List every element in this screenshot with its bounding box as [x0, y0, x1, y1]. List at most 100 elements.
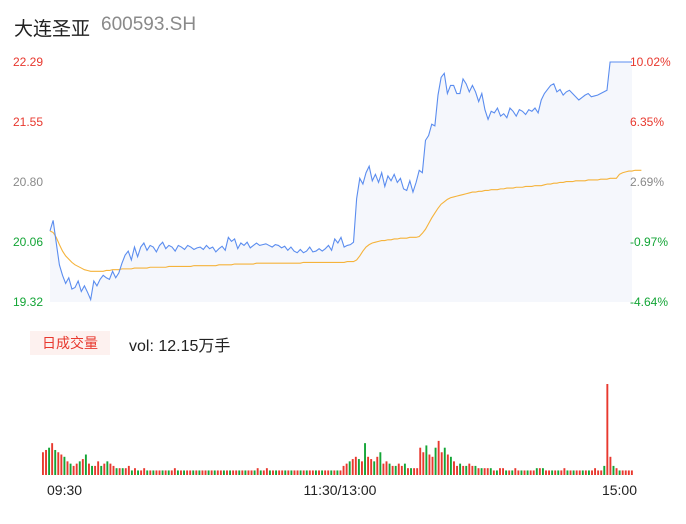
- volume-bar: [514, 468, 517, 476]
- volume-bar: [127, 465, 130, 475]
- volume-bar: [284, 470, 287, 475]
- volume-bar: [446, 454, 449, 475]
- volume-bar: [66, 461, 69, 475]
- volume-bar: [342, 465, 345, 475]
- volume-bar: [382, 463, 385, 476]
- volume-bar: [88, 463, 90, 476]
- volume-bar: [508, 470, 511, 475]
- volume-bar: [146, 470, 149, 475]
- volume-bar: [48, 447, 51, 475]
- volume-bar: [152, 470, 155, 475]
- volume-bar: [183, 470, 185, 475]
- volume-bar: [557, 470, 560, 475]
- volume-bar: [336, 470, 339, 475]
- volume-bar: [170, 470, 173, 475]
- volume-bar: [272, 470, 274, 475]
- volume-bar: [327, 470, 330, 475]
- volume-bar: [173, 468, 176, 476]
- daily-volume-tab[interactable]: 日成交量: [30, 331, 110, 355]
- percent-tick-label: 10.02%: [630, 55, 671, 69]
- volume-bar: [149, 470, 152, 475]
- volume-bar: [57, 452, 60, 475]
- volume-bar: [370, 459, 373, 475]
- volume-bar: [293, 470, 296, 475]
- volume-bar: [121, 468, 124, 476]
- volume-bar: [348, 461, 351, 475]
- volume-bar: [428, 454, 431, 475]
- volume-bar: [290, 470, 293, 475]
- volume-bar: [241, 470, 244, 475]
- volume-bar: [587, 470, 590, 475]
- volume-bar: [262, 470, 265, 475]
- volume-bar: [422, 452, 425, 475]
- volume-bar: [630, 470, 633, 475]
- volume-bar: [357, 459, 360, 475]
- volume-bar: [265, 468, 268, 476]
- volume-bar: [189, 470, 192, 475]
- volume-bar: [63, 456, 66, 475]
- volume-bar: [407, 468, 409, 476]
- price-tick-label: 20.06: [13, 235, 43, 249]
- volume-bar: [624, 470, 627, 475]
- volume-bar: [91, 465, 93, 475]
- volume-bar: [216, 470, 219, 475]
- price-tick-label: 22.29: [13, 55, 43, 69]
- volume-readout: vol: 12.15万手: [129, 332, 230, 356]
- volume-bar: [155, 470, 158, 475]
- volume-bar: [54, 449, 57, 476]
- percent-tick-label: -4.64%: [630, 295, 668, 309]
- volume-bar: [548, 470, 551, 475]
- volume-bar: [569, 470, 572, 475]
- volume-bar: [483, 468, 486, 476]
- volume-bar: [213, 470, 216, 475]
- volume-bar: [535, 468, 538, 476]
- volume-bar: [106, 461, 109, 475]
- volume-bar: [287, 470, 290, 475]
- volume-bar: [250, 470, 253, 475]
- time-tick-label: 11:30/13:00: [304, 482, 377, 498]
- volume-bar: [45, 449, 47, 476]
- volume-bar: [413, 468, 416, 476]
- volume-bar: [308, 470, 311, 475]
- volume-bar: [247, 470, 250, 475]
- volume-bar: [453, 461, 455, 475]
- volume-bar: [130, 470, 133, 475]
- volume-bar: [305, 470, 308, 475]
- volume-bar: [75, 463, 78, 476]
- volume-bar: [618, 470, 621, 475]
- price-panel: [49, 61, 642, 302]
- volume-bar: [385, 461, 388, 475]
- volume-bar: [109, 463, 112, 476]
- volume-bar: [594, 468, 597, 476]
- volume-bar: [477, 468, 480, 476]
- volume-bar: [554, 470, 557, 475]
- volume-bar: [600, 470, 603, 475]
- volume-bar: [278, 470, 281, 475]
- volume-bar: [606, 384, 609, 475]
- volume-bar: [198, 470, 201, 475]
- volume-bar: [425, 445, 428, 475]
- volume-bar: [318, 470, 320, 475]
- volume-bar: [78, 461, 81, 475]
- volume-bar: [256, 468, 259, 476]
- volume-bar: [502, 468, 504, 476]
- volume-bar: [339, 470, 342, 475]
- volume-bar: [416, 468, 419, 476]
- volume-bar: [397, 463, 400, 476]
- volume-bar: [545, 470, 547, 475]
- volume-bar: [229, 470, 232, 475]
- volume-bar: [97, 461, 100, 475]
- volume-bar: [84, 454, 87, 475]
- volume-bar: [612, 465, 615, 475]
- volume-bar: [219, 470, 222, 475]
- volume-bar: [532, 470, 535, 475]
- volume-bar: [81, 459, 84, 475]
- volume-bar: [511, 470, 514, 475]
- volume-bar: [296, 470, 299, 475]
- volume-bar: [275, 470, 278, 475]
- volume-bar: [468, 463, 471, 476]
- volume-bar: [394, 465, 397, 475]
- volume-bar: [281, 470, 284, 475]
- price-axis: 22.29 21.55 20.80 20.06 19.32: [13, 55, 43, 309]
- volume-bar: [615, 468, 618, 476]
